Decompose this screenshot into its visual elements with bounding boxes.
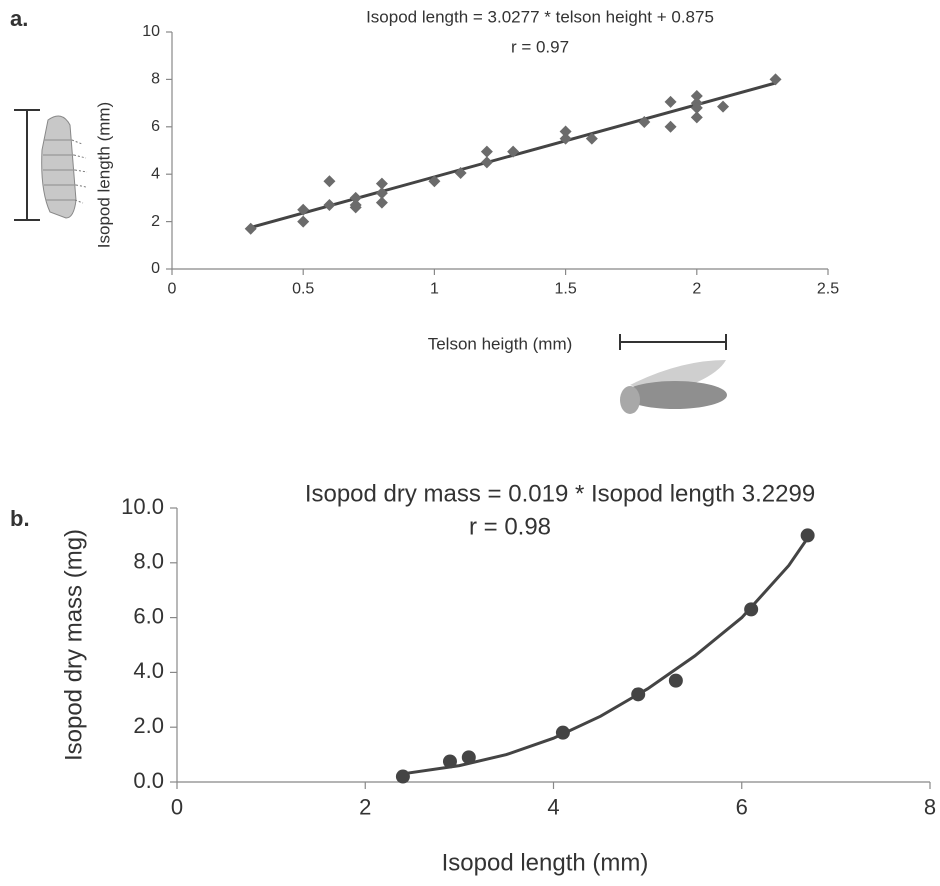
data-point xyxy=(744,602,759,617)
x-tick-label: 6 xyxy=(736,795,748,820)
x-tick-label: 0 xyxy=(171,795,183,820)
data-point xyxy=(480,145,493,158)
data-point xyxy=(690,101,703,114)
data-point xyxy=(375,187,388,200)
y-tick-label: 2.0 xyxy=(133,713,164,738)
data-point xyxy=(375,196,388,209)
x-tick-label: 2.5 xyxy=(817,281,839,298)
data-point xyxy=(323,199,336,212)
data-point xyxy=(297,203,310,216)
y-tick-label: 2 xyxy=(151,213,160,230)
data-point xyxy=(375,177,388,190)
y-tick-label: 6 xyxy=(151,118,160,135)
panel-label: a. xyxy=(10,6,28,31)
x-tick-label: 2 xyxy=(692,281,701,298)
x-tick-label: 8 xyxy=(924,795,936,820)
x-tick-label: 1 xyxy=(430,281,439,298)
chart-title: Isopod length = 3.0277 * telson height +… xyxy=(366,7,714,26)
x-tick-label: 1.5 xyxy=(554,281,576,298)
data-point xyxy=(461,750,476,765)
x-axis-label: Telson heigth (mm) xyxy=(428,334,573,353)
y-tick-label: 6.0 xyxy=(133,603,164,628)
data-point xyxy=(800,528,815,543)
data-point xyxy=(559,125,572,138)
data-point xyxy=(690,111,703,124)
isopod-illustration xyxy=(14,109,88,221)
chart: a. Isopod length = 3.0277 * telson height… xyxy=(10,6,839,354)
y-axis-label: Isopod length (mm) xyxy=(94,102,113,248)
data-point xyxy=(717,100,730,113)
data-point xyxy=(454,167,467,180)
x-tick-label: 0 xyxy=(168,281,177,298)
data-point xyxy=(555,725,570,740)
y-tick-label: 10.0 xyxy=(121,494,164,519)
data-point xyxy=(395,769,410,784)
y-tick-label: 4 xyxy=(151,165,160,182)
x-tick-label: 0.5 xyxy=(292,281,314,298)
chart-subtitle: r = 0.97 xyxy=(511,37,569,56)
data-point xyxy=(690,89,703,102)
data-point xyxy=(668,673,683,688)
data-point xyxy=(769,73,782,86)
telson-illustration xyxy=(619,334,727,414)
y-tick-label: 8 xyxy=(151,71,160,88)
data-point xyxy=(349,199,362,212)
y-tick-label: 10 xyxy=(142,23,160,40)
trendline xyxy=(402,537,809,776)
chart-subtitle: r = 0.98 xyxy=(469,513,551,540)
y-tick-label: 4.0 xyxy=(133,658,164,683)
chart: b. Isopod dry mass = 0.019 * Isopod lengt… xyxy=(10,480,936,876)
chart-title: Isopod dry mass = 0.019 * Isopod length … xyxy=(305,480,815,507)
y-tick-label: 0.0 xyxy=(133,768,164,793)
x-tick-label: 2 xyxy=(359,795,371,820)
data-point xyxy=(638,116,651,129)
y-tick-label: 0 xyxy=(151,260,160,277)
data-point xyxy=(244,222,257,235)
data-point xyxy=(323,175,336,188)
data-point xyxy=(631,687,646,702)
data-point xyxy=(480,156,493,169)
data-point xyxy=(664,120,677,133)
y-axis-label: Isopod dry mass (mg) xyxy=(60,529,87,761)
x-axis-label: Isopod length (mm) xyxy=(442,849,649,876)
data-point xyxy=(559,132,572,145)
data-point xyxy=(442,754,457,769)
y-tick-label: 8.0 xyxy=(133,549,164,574)
x-tick-label: 4 xyxy=(547,795,559,820)
panel-label: b. xyxy=(10,506,30,531)
data-point xyxy=(507,145,520,158)
data-point xyxy=(664,95,677,108)
data-point xyxy=(297,215,310,228)
data-point xyxy=(428,175,441,188)
data-point xyxy=(585,132,598,145)
data-point xyxy=(349,191,362,204)
